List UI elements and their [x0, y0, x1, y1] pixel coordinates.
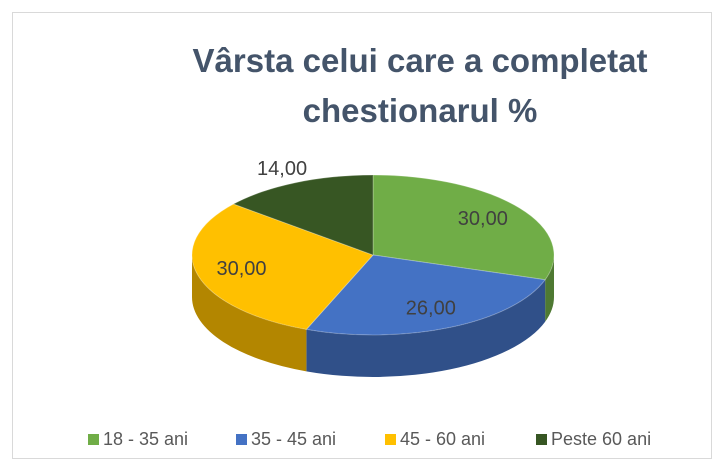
pie-side	[306, 279, 546, 377]
legend-label: Peste 60 ani	[551, 429, 651, 449]
legend-swatch	[536, 434, 547, 445]
legend-label: 45 - 60 ani	[400, 429, 485, 449]
pie-slice	[191, 203, 374, 330]
data-label: 30,00	[458, 208, 508, 230]
data-label: 14,00	[257, 158, 307, 180]
chart-title: Vârsta celui care a completat chestionar…	[192, 42, 648, 129]
chart-frame	[12, 12, 712, 459]
pie-side	[545, 255, 554, 322]
legend-swatch	[236, 434, 247, 445]
pie-slice	[372, 174, 555, 281]
legend-swatch	[88, 434, 99, 445]
legend-label: 18 - 35 ani	[103, 429, 188, 449]
pie-side	[192, 255, 307, 372]
legend-label: 35 - 45 ani	[251, 429, 336, 449]
pie-slice	[232, 174, 374, 256]
legend-swatch	[385, 434, 396, 445]
data-label: 30,00	[216, 258, 266, 280]
pie-slice	[305, 254, 547, 336]
data-label: 26,00	[406, 298, 456, 320]
